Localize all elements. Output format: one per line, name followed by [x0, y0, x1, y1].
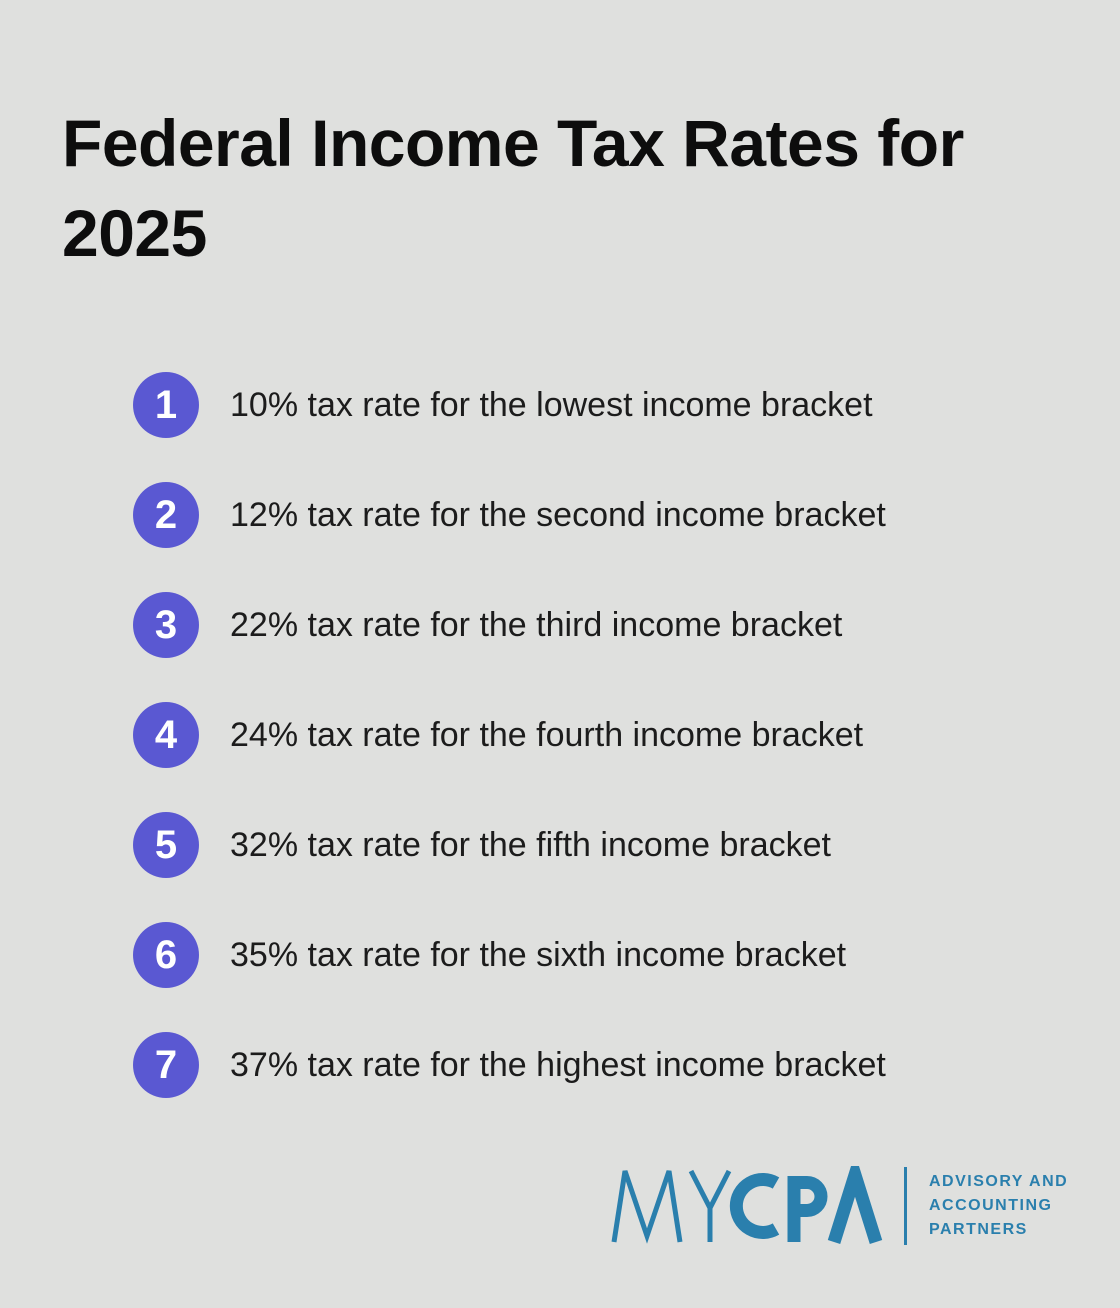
list-item-text: 12% tax rate for the second income brack… [230, 495, 886, 534]
list-item-text: 24% tax rate for the fourth income brack… [230, 715, 864, 754]
step-number-badge: 4 [133, 702, 199, 768]
step-number-badge: 5 [133, 812, 199, 878]
list-item: 1 10% tax rate for the lowest income bra… [133, 372, 886, 438]
logo-tagline-line-1: ADVISORY AND [929, 1173, 1069, 1190]
page-title-line-2: 2025 [62, 196, 207, 270]
list-item: 2 12% tax rate for the second income bra… [133, 482, 886, 548]
list-item-text: 37% tax rate for the highest income brac… [230, 1045, 886, 1084]
list-item: 3 22% tax rate for the third income brac… [133, 592, 886, 658]
list-item-text: 32% tax rate for the fifth income bracke… [230, 825, 831, 864]
mycpa-logo [610, 1166, 888, 1246]
step-number-badge: 2 [133, 482, 199, 548]
page-title-line-1: Federal Income Tax Rates for [62, 106, 964, 180]
list-item-text: 22% tax rate for the third income bracke… [230, 605, 843, 644]
step-number-badge: 7 [133, 1032, 199, 1098]
step-number-badge: 3 [133, 592, 199, 658]
logo-tagline-line-2: ACCOUNTING [929, 1197, 1053, 1214]
list-item: 7 37% tax rate for the highest income br… [133, 1032, 886, 1098]
list-item: 6 35% tax rate for the sixth income brac… [133, 922, 886, 988]
logo-divider [904, 1167, 907, 1245]
list-item-text: 35% tax rate for the sixth income bracke… [230, 935, 847, 974]
mycpa-logo-block: ADVISORY AND ACCOUNTING PARTNERS [610, 1166, 1068, 1246]
step-number-badge: 6 [133, 922, 199, 988]
tax-rate-list: 1 10% tax rate for the lowest income bra… [133, 372, 886, 1098]
list-item: 5 32% tax rate for the fifth income brac… [133, 812, 886, 878]
list-item-text: 10% tax rate for the lowest income brack… [230, 385, 873, 424]
logo-tagline: ADVISORY AND ACCOUNTING PARTNERS [929, 1170, 1068, 1242]
page-title: Federal Income Tax Rates for 2025 [62, 98, 1072, 278]
logo-tagline-line-3: PARTNERS [929, 1221, 1028, 1238]
step-number-badge: 1 [133, 372, 199, 438]
list-item: 4 24% tax rate for the fourth income bra… [133, 702, 886, 768]
